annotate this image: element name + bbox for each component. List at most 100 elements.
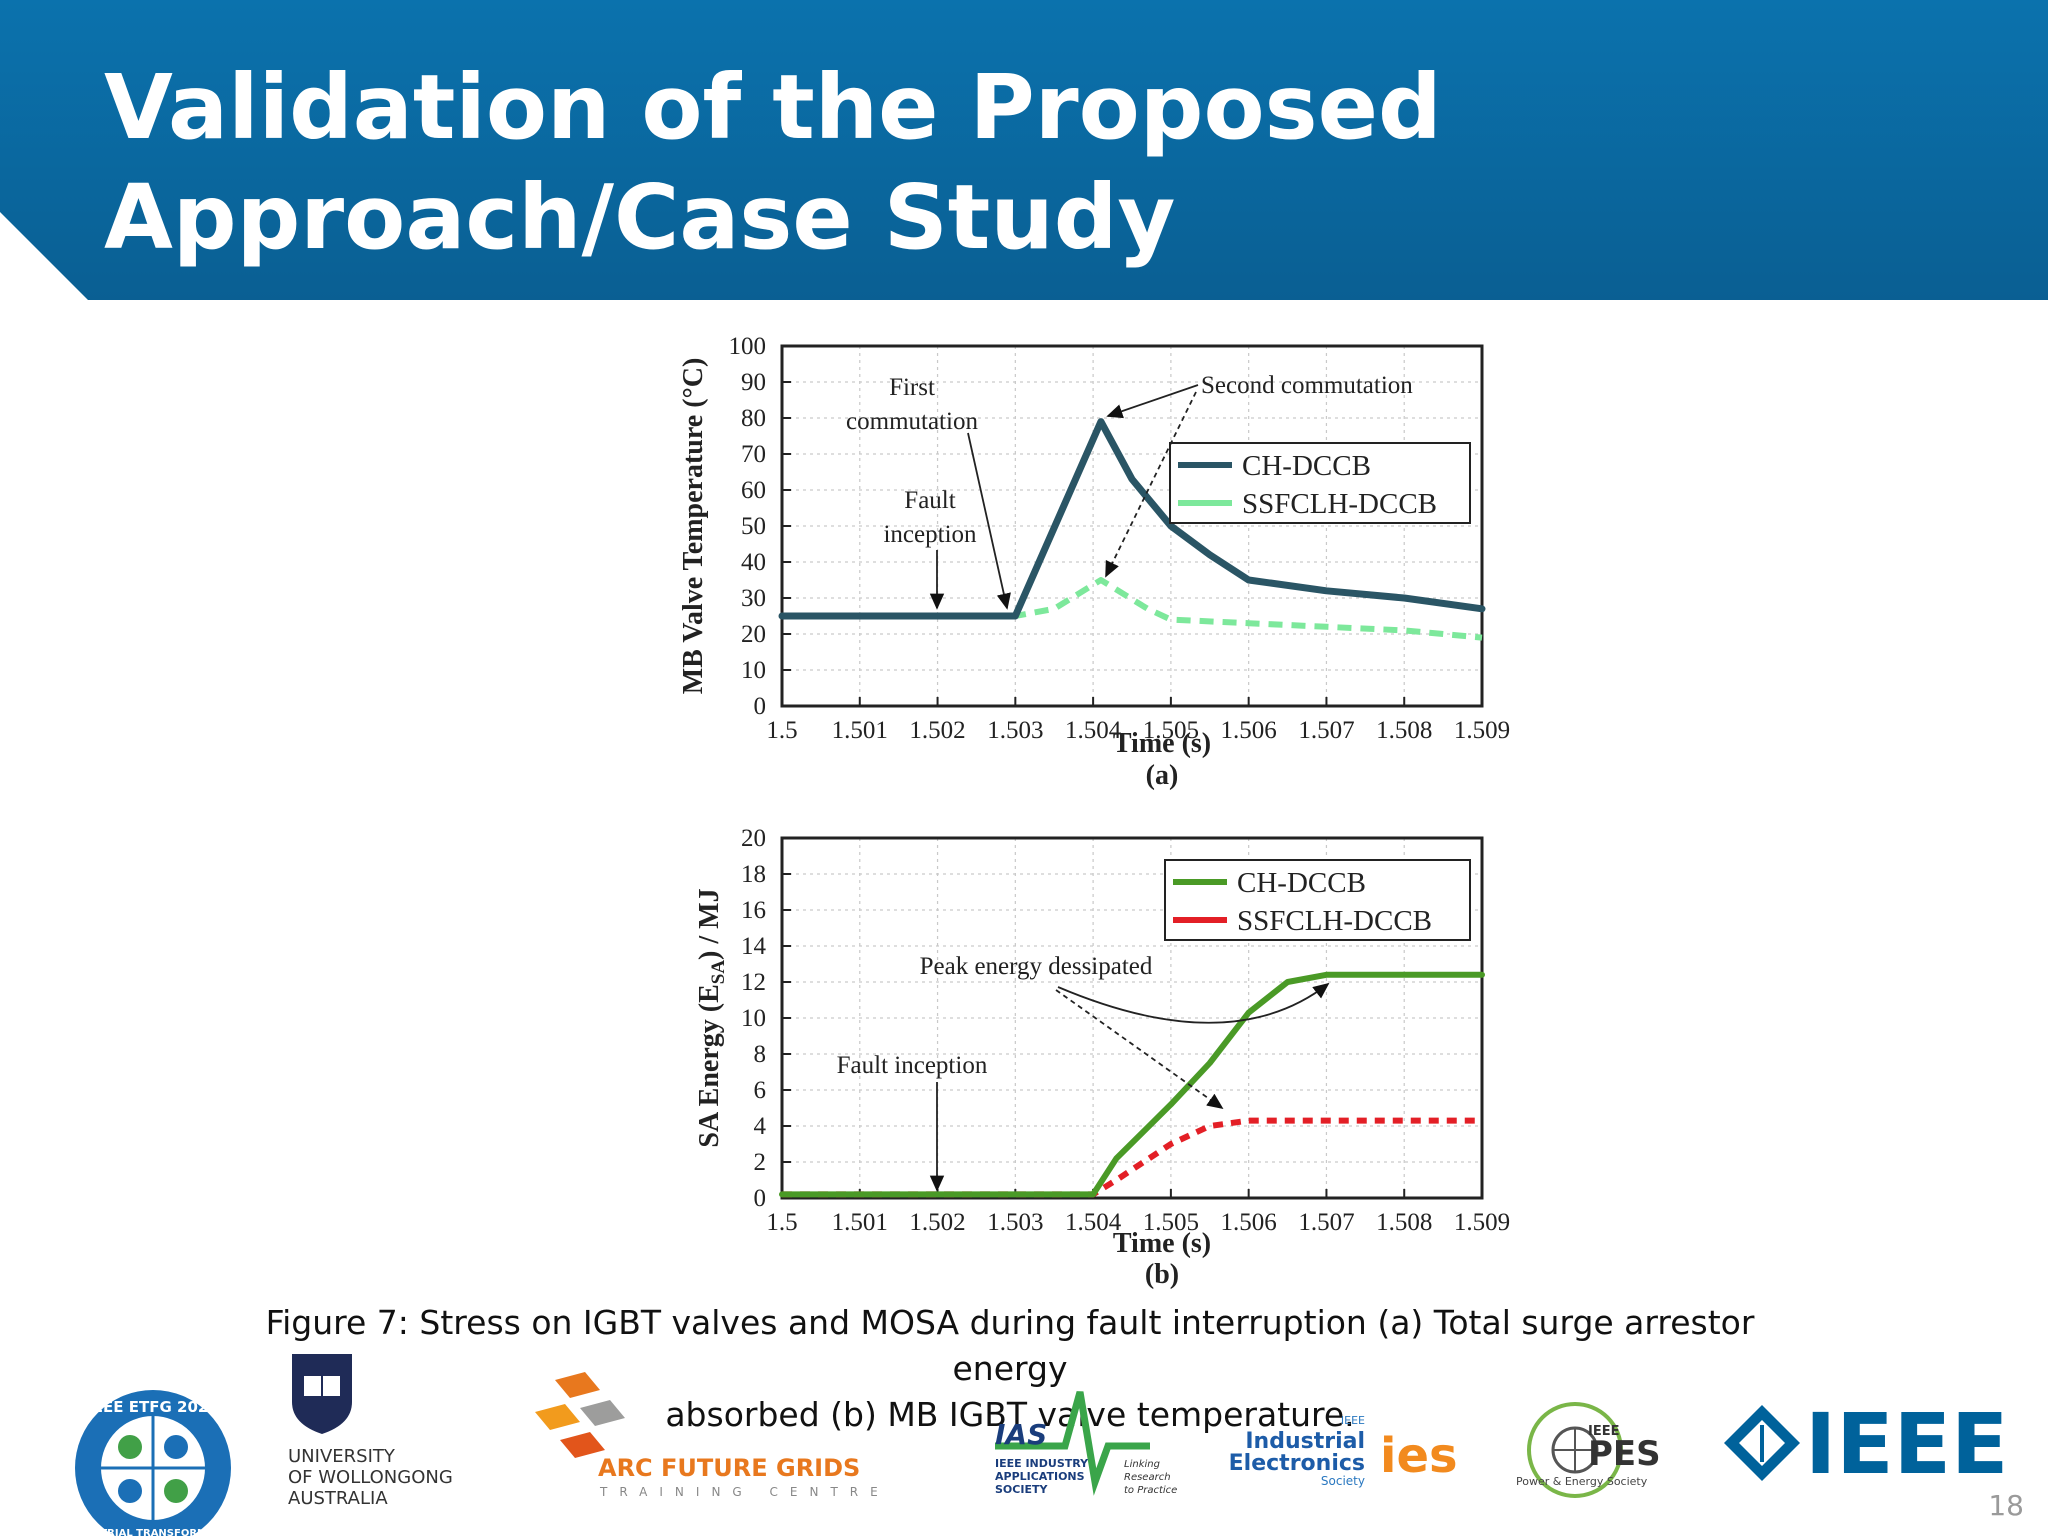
chart-a-x-tick-label: 1.504: [1065, 717, 1122, 744]
ies-top: IEEE: [1341, 1414, 1365, 1427]
chart-b-annotation-fault-inception: Fault inception: [837, 1052, 988, 1079]
pes-logo: IEEE PES Power & Energy Society: [1516, 1402, 1661, 1498]
chart-a-y-tick-label: 20: [741, 621, 766, 648]
chart-a-y-tick-label: 0: [754, 693, 767, 720]
etfg-bottom-text: INDUSTRIAL TRANSFORMATION: [65, 1528, 242, 1536]
chart-b-x-tick-label: 1.506: [1221, 1209, 1277, 1236]
ias-tag-2: Research: [1124, 1472, 1171, 1483]
caption-line-2: absorbed (b) MB IGBT valve temperature.: [665, 1395, 1355, 1434]
chart-b-y-tick-label: 10: [741, 1005, 766, 1032]
chart-a-annotation-second-commutation: Second commutation: [1201, 372, 1413, 399]
ies-mark: ies: [1380, 1428, 1458, 1484]
chart-b-y-tick-label: 2: [754, 1149, 767, 1176]
ias-logo: IAS IEEE INDUSTRY APPLICATIONS SOCIETY L…: [995, 1391, 1177, 1496]
chart-a-x-tick-label: 1.508: [1376, 717, 1432, 744]
chart-b-x-tick-label: 1.5: [766, 1209, 797, 1236]
ias-line-2: APPLICATIONS: [995, 1470, 1085, 1483]
caption-line-1: Figure 7: Stress on IGBT valves and MOSA…: [265, 1303, 1755, 1388]
title-banner: [0, 0, 2048, 300]
chart-b-x-tick-label: 1.504: [1065, 1209, 1122, 1236]
chart-a-x-tick-label: 1.503: [987, 717, 1043, 744]
chart-a-arrow-second-commutation-ch: [1106, 384, 1199, 419]
chart-a-y-axis-label-main: MB Valve Temperature (°C): [678, 358, 709, 695]
ias-tag-3: to Practice: [1124, 1485, 1177, 1496]
chart-b-y-tick-label: 6: [754, 1077, 767, 1104]
arc-title: ARC FUTURE GRIDS: [598, 1454, 860, 1482]
chart-b-x-tick-label: 1.509: [1454, 1209, 1510, 1236]
chart-a-x-tick-label: 1.501: [832, 717, 888, 744]
chart-b-y-tick-label: 18: [741, 861, 766, 888]
chart-b-y-tick-label: 12: [741, 969, 766, 996]
arc-subtitle: TRAINING CENTRE: [599, 1485, 890, 1499]
chart-a-y-tick-label: 10: [741, 657, 766, 684]
figure-caption: Figure 7: Stress on IGBT valves and MOSA…: [210, 1300, 1810, 1438]
chart-a-y-tick-label: 90: [741, 369, 766, 396]
chart-a-y-tick-label: 70: [741, 441, 766, 468]
chart-b-y-tick-label: 4: [754, 1113, 767, 1140]
chart-b-series-ch-dccb-line: [779, 971, 1485, 1198]
ies-logo: IEEE Industrial Electronics Society ies: [1229, 1414, 1458, 1488]
chart-b-x-axis-label: Time (s): [1113, 1228, 1211, 1259]
ieee-logo: IEEE: [1724, 1395, 2008, 1493]
chart-a-x-tick-label: 1.507: [1298, 717, 1354, 744]
chart-a-y-axis-label: MB Valve Temperature (°C): [678, 358, 709, 695]
uow-line-3: AUSTRALIA: [288, 1488, 388, 1509]
chart-b-y-tick-label: 20: [741, 825, 766, 852]
chart-b-x-tick-label: 1.505: [1143, 1209, 1199, 1236]
pes-name: PES: [1588, 1434, 1661, 1474]
ieee-name: IEEE: [1805, 1395, 2008, 1493]
chart-a-y-tick-label: 60: [741, 477, 766, 504]
chart-a-x-tick-label: 1.5: [766, 717, 797, 744]
chart-a-x-tick-label: 1.506: [1221, 717, 1277, 744]
chart-a-y-tick-label: 40: [741, 549, 766, 576]
chart-a-legend-label-ch-dccb: CH-DCCB: [1242, 450, 1371, 482]
chart-a-annotation-fault-inception-1: Fault: [904, 487, 955, 514]
pes-top: IEEE: [1588, 1424, 1619, 1439]
chart-a-x-axis-label: Time (s): [1113, 728, 1211, 759]
chart-a-y-tick-label: 100: [729, 333, 767, 360]
chart-a-annotation-first-commutation-1: First: [889, 374, 935, 401]
chart-b-y-tick-label: 8: [754, 1041, 767, 1068]
uow-line-1: UNIVERSITY: [288, 1446, 396, 1467]
chart-b-legend-box: [1164, 859, 1471, 941]
chart-b-legend-label-ssfclh-dccb: SSFCLH-DCCB: [1237, 905, 1432, 937]
chart-a-legend-box: [1169, 442, 1471, 524]
chart-a-annotation-fault-inception-2: inception: [883, 521, 977, 548]
chart-b-y-axis-label-main: SA Energy (E: [694, 984, 725, 1147]
ias-tag-1: Linking: [1124, 1459, 1160, 1470]
chart-a-legend-label-ssfclh-dccb: SSFCLH-DCCB: [1242, 488, 1437, 520]
chart-a-x-tick-label: 1.509: [1454, 717, 1510, 744]
chart-a-series-ssfclh-dccb-line: [782, 577, 1483, 641]
chart-b-annotation-peak-energy: Peak energy dessipated: [920, 953, 1153, 980]
chart-b-y-axis-label-sub: SA: [708, 960, 729, 985]
chart-a-arrow-second-commutation-ssfclh: [1105, 391, 1197, 578]
sponsor-logos: IEEE ETFG 2023 INDUSTRIAL TRANSFORMATION…: [65, 1354, 2008, 1536]
etfg-logo: IEEE ETFG 2023 INDUSTRIAL TRANSFORMATION: [65, 1390, 242, 1536]
chart-a-arrow-first-commutation: [967, 432, 1011, 610]
uow-logo: UNIVERSITY OF WOLLONGONG AUSTRALIA: [288, 1354, 453, 1509]
uow-line-2: OF WOLLONGONG: [288, 1467, 453, 1488]
chart-b-y-tick-label: 16: [741, 897, 766, 924]
chart-b-y-tick-label: 0: [754, 1185, 767, 1212]
chart-b-y-tick-label: 14: [741, 933, 767, 960]
ias-line-3: SOCIETY: [995, 1483, 1048, 1496]
chart-b-arrow-peak-energy-ssfclh: [1055, 989, 1224, 1110]
chart-a-annotation-first-commutation-2: commutation: [846, 408, 978, 435]
etfg-top-text: IEEE ETFG 2023: [87, 1398, 219, 1416]
chart-b-x-tick-label: 1.503: [987, 1209, 1043, 1236]
chart-b-legend-label-ch-dccb: CH-DCCB: [1237, 867, 1366, 899]
chart-a-y-tick-label: 50: [741, 513, 766, 540]
chart-a-y-tick-label: 80: [741, 405, 766, 432]
ies-society: Society: [1321, 1474, 1365, 1488]
chart-b-x-tick-label: 1.502: [909, 1209, 965, 1236]
chart-b-arrow-peak-energy-ch: [1057, 982, 1330, 1024]
chart-a-x-tick-label: 1.502: [909, 717, 965, 744]
chart-a-series-ch-dccb-line: [778, 418, 1486, 620]
chart-b-series-ssfclh-dccb-line: [782, 1117, 1482, 1198]
ies-line-2: Electronics: [1229, 1451, 1365, 1476]
figure-7-charts: 1.5 1.501 1.502 1.503 1.504 1.505 1.506 1.507 1.…: [678, 333, 1510, 1290]
chart-b-x-tick-label: 1.501: [832, 1209, 888, 1236]
chart-b-y-axis-label-tail: ) / MJ: [694, 888, 725, 960]
page-number: 18: [1988, 1489, 2024, 1522]
chart-a-panel-label: (a): [1146, 760, 1179, 791]
